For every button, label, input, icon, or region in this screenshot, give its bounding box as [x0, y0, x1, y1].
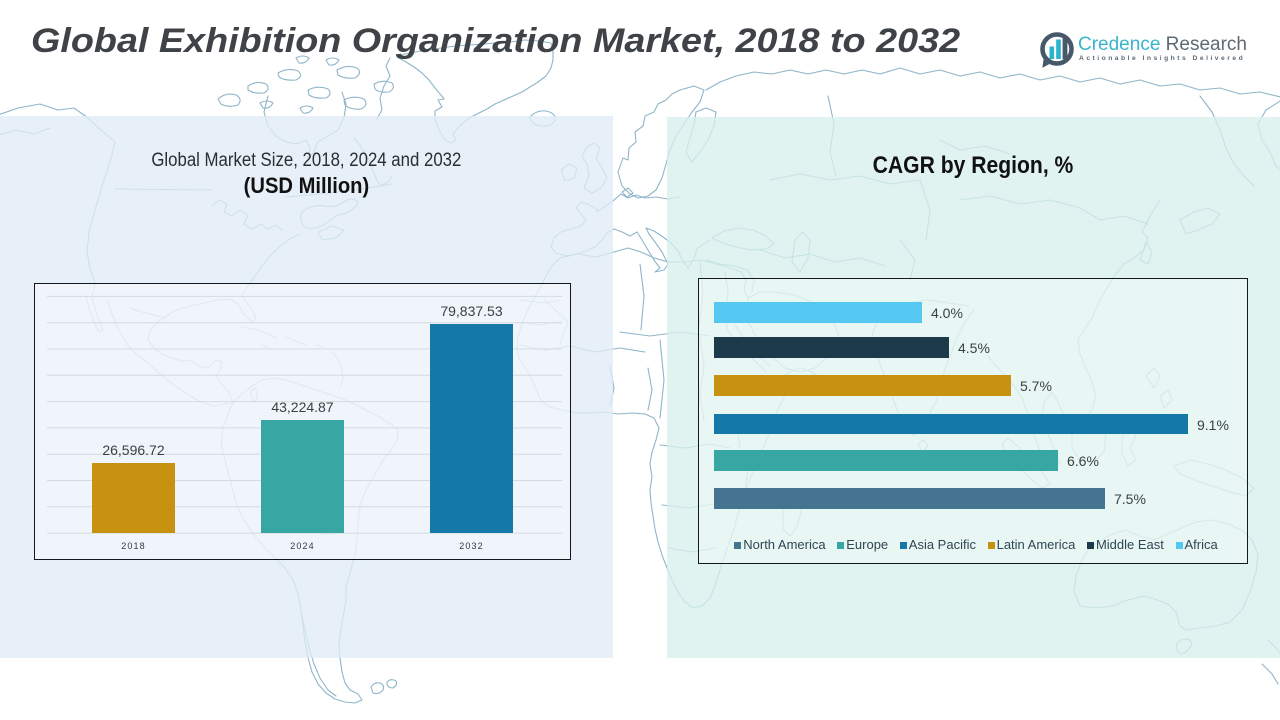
svg-text:Actionable Insights Delivered: Actionable Insights Delivered: [1079, 55, 1245, 62]
svg-text:Credence Research: Credence Research: [1078, 34, 1247, 55]
